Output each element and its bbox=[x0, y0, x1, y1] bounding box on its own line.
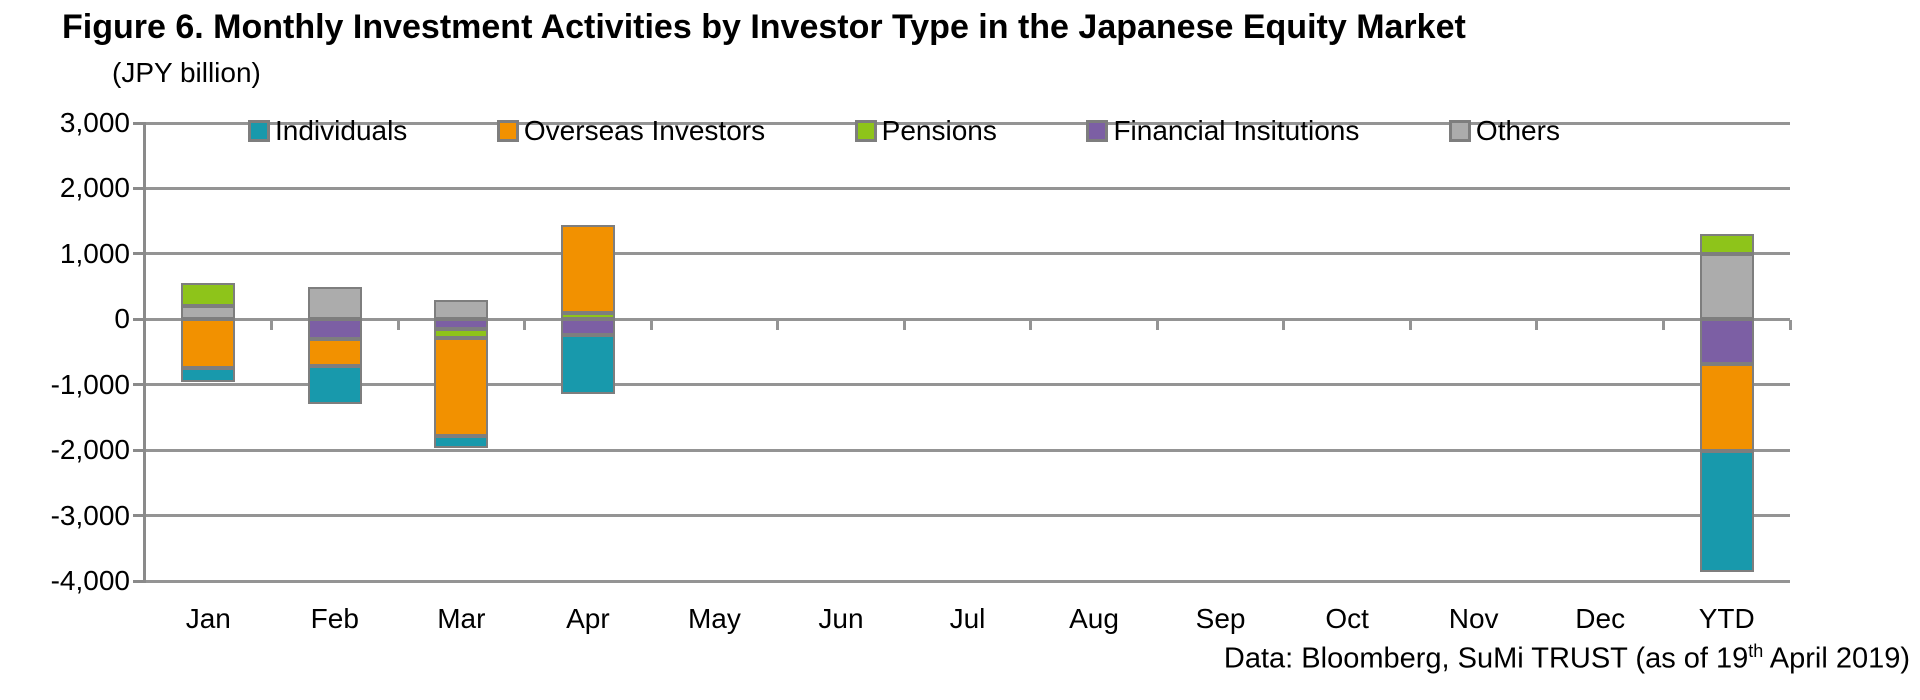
bar-segment-jan-pensions bbox=[181, 283, 236, 307]
bar-segment-ytd-individuals bbox=[1699, 450, 1754, 573]
bar-segment-jan-overseas-investors bbox=[181, 319, 236, 369]
y-axis-tick bbox=[133, 252, 145, 256]
x-axis-label-nov: Nov bbox=[1448, 603, 1499, 634]
x-axis-tick bbox=[1029, 320, 1033, 331]
chart-legend: Individuals Overseas Investors Pensions Fin… bbox=[248, 115, 1560, 147]
gridline bbox=[145, 514, 1790, 518]
bar-segment-ytd-financial-insitutions bbox=[1699, 319, 1754, 365]
y-axis-tick-label: 1,000 bbox=[59, 237, 130, 269]
legend-item-overseas-investors: Overseas Investors bbox=[496, 115, 766, 147]
legend-swatch-individuals-icon bbox=[248, 120, 270, 142]
x-axis-label-mar: Mar bbox=[437, 603, 486, 634]
y-axis-line bbox=[143, 121, 146, 583]
legend-label-financial-insitutions: Financial Insitutions bbox=[1113, 115, 1360, 146]
legend-label-individuals: Individuals bbox=[275, 115, 408, 146]
legend-item-individuals: Individuals bbox=[248, 115, 407, 147]
bar-segment-apr-overseas-investors bbox=[560, 225, 615, 314]
bar-segment-ytd-others bbox=[1699, 253, 1754, 320]
x-axis-label-apr: Apr bbox=[566, 603, 610, 634]
x-axis-tick bbox=[523, 320, 527, 331]
y-axis-tick bbox=[133, 186, 145, 190]
x-axis-label-aug: Aug bbox=[1069, 603, 1119, 634]
bar-segment-ytd-pensions bbox=[1699, 233, 1754, 254]
bar-segment-jan-individuals bbox=[181, 368, 236, 383]
gridline bbox=[145, 383, 1790, 387]
x-axis-tick bbox=[776, 320, 780, 331]
x-axis-label-may: May bbox=[687, 603, 741, 634]
legend-swatch-pensions-icon bbox=[854, 120, 877, 142]
x-axis-label-feb: Feb bbox=[310, 603, 359, 634]
gridline bbox=[145, 121, 1790, 125]
x-axis-tick bbox=[1408, 320, 1412, 331]
x-axis-label-oct: Oct bbox=[1325, 603, 1369, 634]
data-source-note: Data: Bloomberg, SuMi TRUST (as of 19th … bbox=[1224, 641, 1910, 676]
legend-item-pensions: Pensions bbox=[854, 115, 997, 147]
bar-segment-jan-others bbox=[181, 306, 236, 320]
bar-segment-mar-others bbox=[434, 299, 489, 320]
x-axis-label-jun: Jun bbox=[818, 603, 864, 634]
bar-segment-ytd-overseas-investors bbox=[1699, 364, 1754, 451]
legend-swatch-others-icon bbox=[1448, 120, 1471, 142]
figure-title: Figure 6. Monthly Investment Activities … bbox=[62, 8, 1466, 46]
y-axis-tick bbox=[133, 448, 145, 452]
x-axis-tick bbox=[1661, 320, 1665, 331]
bar-segment-feb-financial-insitutions bbox=[307, 319, 362, 339]
y-axis-tick bbox=[133, 121, 145, 125]
gridline bbox=[145, 252, 1790, 256]
x-axis-tick bbox=[1282, 320, 1286, 331]
x-axis-label-dec: Dec bbox=[1575, 603, 1626, 634]
x-axis-tick bbox=[1535, 320, 1539, 331]
legend-label-overseas-investors: Overseas Investors bbox=[523, 115, 766, 146]
y-axis-tick-label: -4,000 bbox=[50, 565, 130, 596]
y-axis-tick-label: -1,000 bbox=[50, 368, 130, 400]
x-axis-label-jan: Jan bbox=[185, 603, 231, 634]
legend-swatch-overseas-investors-icon bbox=[496, 120, 519, 142]
legend-swatch-financial-insitutions-icon bbox=[1086, 120, 1109, 142]
x-axis-tick bbox=[270, 320, 274, 331]
legend-item-financial-insitutions: Financial Insitutions bbox=[1086, 115, 1359, 147]
x-axis-label-sep: Sep bbox=[1195, 603, 1246, 634]
legend-label-pensions: Pensions bbox=[881, 115, 997, 146]
gridline bbox=[145, 579, 1790, 583]
bar-segment-feb-others bbox=[307, 286, 362, 320]
y-axis-tick-label: -3,000 bbox=[50, 499, 130, 531]
x-axis-tick bbox=[1155, 320, 1159, 331]
y-axis-tick-label: 0 bbox=[114, 303, 130, 335]
x-axis-tick bbox=[649, 320, 653, 331]
legend-item-others: Others bbox=[1448, 115, 1560, 147]
y-axis-tick bbox=[133, 317, 145, 321]
y-axis-tick bbox=[133, 579, 145, 583]
bar-segment-apr-individuals bbox=[560, 334, 615, 394]
y-axis-tick bbox=[133, 383, 145, 387]
bar-segment-mar-financial-insitutions bbox=[434, 319, 489, 330]
y-axis-tick-label: -2,000 bbox=[50, 434, 130, 466]
gridline bbox=[145, 317, 1790, 321]
x-axis-tick bbox=[902, 320, 906, 331]
data-source-text-suffix: April 2019) bbox=[1763, 642, 1910, 675]
y-axis-tick-label: 3,000 bbox=[59, 107, 130, 138]
gridline bbox=[145, 186, 1790, 190]
x-axis-label-jul: Jul bbox=[949, 603, 986, 634]
bar-segment-apr-pensions bbox=[560, 313, 615, 320]
gridline bbox=[145, 448, 1790, 452]
axis-units-label: (JPY billion) bbox=[112, 57, 261, 88]
data-source-text: Data: Bloomberg, SuMi TRUST (as of 19 bbox=[1223, 642, 1749, 675]
bar-segment-feb-overseas-investors bbox=[307, 338, 362, 367]
x-axis-label-ytd: YTD bbox=[1698, 603, 1755, 634]
bar-segment-mar-pensions bbox=[434, 329, 489, 338]
legend-label-others: Others bbox=[1475, 115, 1560, 146]
bar-segment-mar-individuals bbox=[434, 435, 489, 448]
bar-segment-feb-individuals bbox=[307, 366, 362, 404]
data-source-superscript: th bbox=[1748, 641, 1764, 661]
bar-segment-apr-financial-insitutions bbox=[560, 319, 615, 335]
y-axis-tick-label: 2,000 bbox=[59, 172, 130, 204]
x-axis-tick bbox=[396, 320, 400, 331]
x-axis-tick bbox=[1788, 320, 1792, 331]
bar-segment-mar-overseas-investors bbox=[434, 337, 489, 436]
y-axis-tick bbox=[133, 514, 145, 518]
